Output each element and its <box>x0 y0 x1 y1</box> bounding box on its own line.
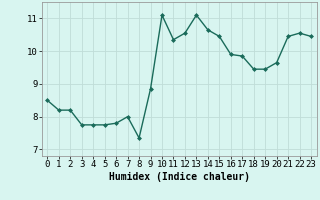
X-axis label: Humidex (Indice chaleur): Humidex (Indice chaleur) <box>109 172 250 182</box>
